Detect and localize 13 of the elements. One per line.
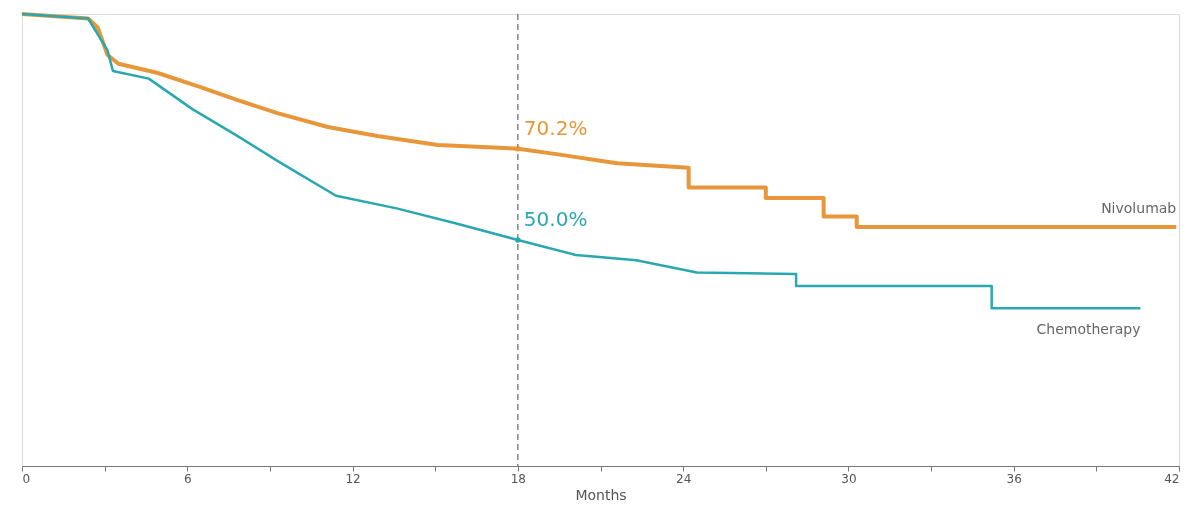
annotation: 70.2%	[523, 115, 588, 140]
x-tick-label: 12	[345, 471, 361, 486]
x-tick-label: 24	[676, 471, 692, 486]
x-tick-label: 6	[183, 471, 192, 486]
series-label: Nivolumab	[1101, 199, 1177, 216]
x-axis-title: Months	[575, 486, 627, 503]
x-tick-label: 0	[22, 471, 31, 486]
x-tick-label: 18	[510, 471, 526, 486]
x-tick-label: 42	[1164, 471, 1180, 486]
annotation: 50.0%	[523, 207, 588, 231]
x-tick-label: 36	[1006, 471, 1022, 486]
series-label: Chemotherapy	[1036, 321, 1141, 338]
x-tick-label: 30	[841, 471, 857, 486]
